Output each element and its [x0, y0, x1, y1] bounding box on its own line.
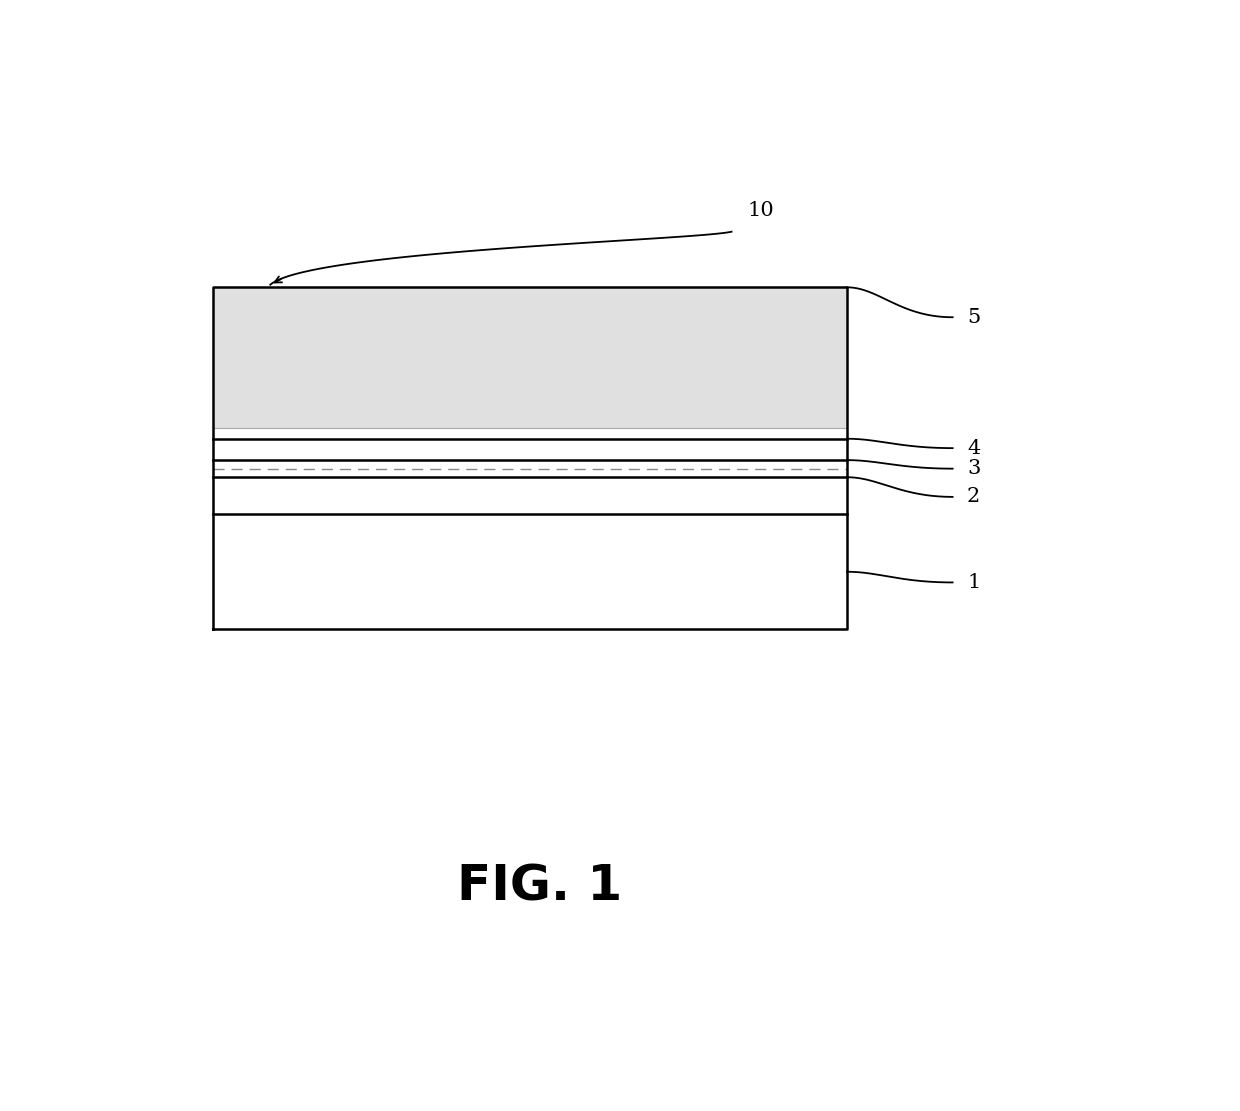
- Bar: [213, 429, 847, 439]
- Text: 5: 5: [967, 308, 981, 327]
- Text: FIG. 1: FIG. 1: [456, 862, 622, 910]
- Text: 3: 3: [967, 459, 981, 478]
- Bar: [213, 439, 847, 460]
- Bar: [213, 478, 847, 514]
- Text: 1: 1: [967, 573, 981, 592]
- Bar: [213, 514, 847, 630]
- Bar: [213, 288, 847, 429]
- Bar: [213, 460, 847, 478]
- Text: 2: 2: [967, 488, 981, 507]
- Text: 10: 10: [746, 201, 774, 220]
- Text: 4: 4: [967, 439, 981, 458]
